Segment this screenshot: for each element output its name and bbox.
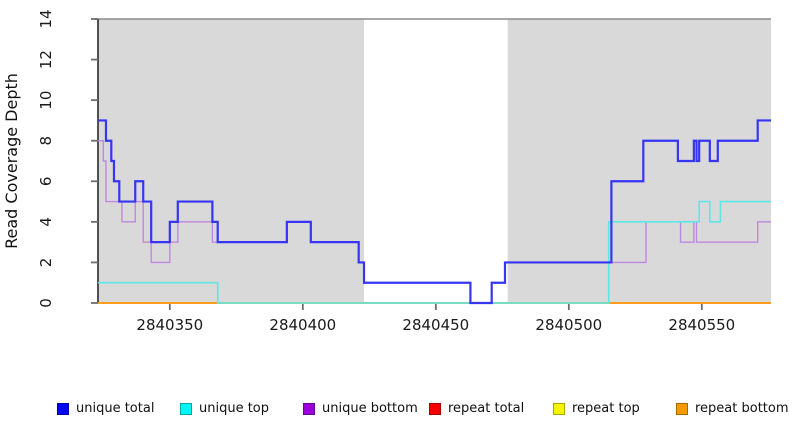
x-tick-label: 2840350	[136, 316, 203, 334]
legend-label: unique bottom	[322, 401, 418, 416]
y-tick-label: 8	[37, 136, 55, 146]
y-tick-label: 6	[37, 177, 55, 187]
series-unique-top	[98, 200, 771, 304]
legend-swatch-unique-bottom-icon	[303, 402, 315, 415]
legend-swatch-unique-top-icon	[180, 402, 192, 415]
legend-item-repeat-total: repeat total	[429, 401, 524, 416]
y-tick-label: 14	[37, 9, 55, 28]
legend-item-unique-top: unique top	[180, 401, 269, 416]
legend-item-unique-total: unique total	[57, 401, 154, 416]
x-tick-label: 2840500	[535, 316, 602, 334]
legend-label: repeat bottom	[695, 401, 789, 416]
series-unique-total	[98, 119, 771, 305]
chart-svg: 2840350 2840400 2840450 2840500 2840550 0 2 4 6 8…	[2, 9, 771, 334]
legend-label: unique top	[199, 401, 270, 416]
x-tick-label: 2840550	[668, 316, 735, 334]
shaded-region	[98, 19, 365, 303]
legend-swatch-repeat-bottom-icon	[676, 402, 688, 415]
shaded-region	[507, 19, 771, 303]
y-tick-label: 4	[37, 217, 55, 227]
y-tick-label: 0	[37, 298, 55, 308]
legend-swatch-unique-total-icon	[57, 402, 69, 415]
legend-label: unique total	[76, 401, 155, 416]
y-axis-title: Read Coverage Depth	[2, 73, 21, 249]
legend-swatch-repeat-top-icon	[553, 402, 565, 415]
y-tick-label: 10	[37, 91, 55, 110]
legend-label: repeat total	[448, 401, 525, 416]
legend-label: repeat top	[572, 401, 640, 416]
x-tick-label: 2840400	[269, 316, 336, 334]
x-tick-label: 2840450	[402, 316, 469, 334]
legend-item-repeat-top: repeat top	[553, 401, 640, 416]
legend-item-repeat-bottom: repeat bottom	[676, 401, 789, 416]
y-tick-label: 2	[37, 258, 55, 268]
legend-item-unique-bottom: unique bottom	[303, 401, 418, 416]
legend-swatch-repeat-total-icon	[429, 402, 441, 415]
y-tick-label: 12	[37, 50, 55, 69]
plot-area: 2840350 2840400 2840450 2840500 2840550 0 2 4 6 8…	[37, 9, 771, 334]
